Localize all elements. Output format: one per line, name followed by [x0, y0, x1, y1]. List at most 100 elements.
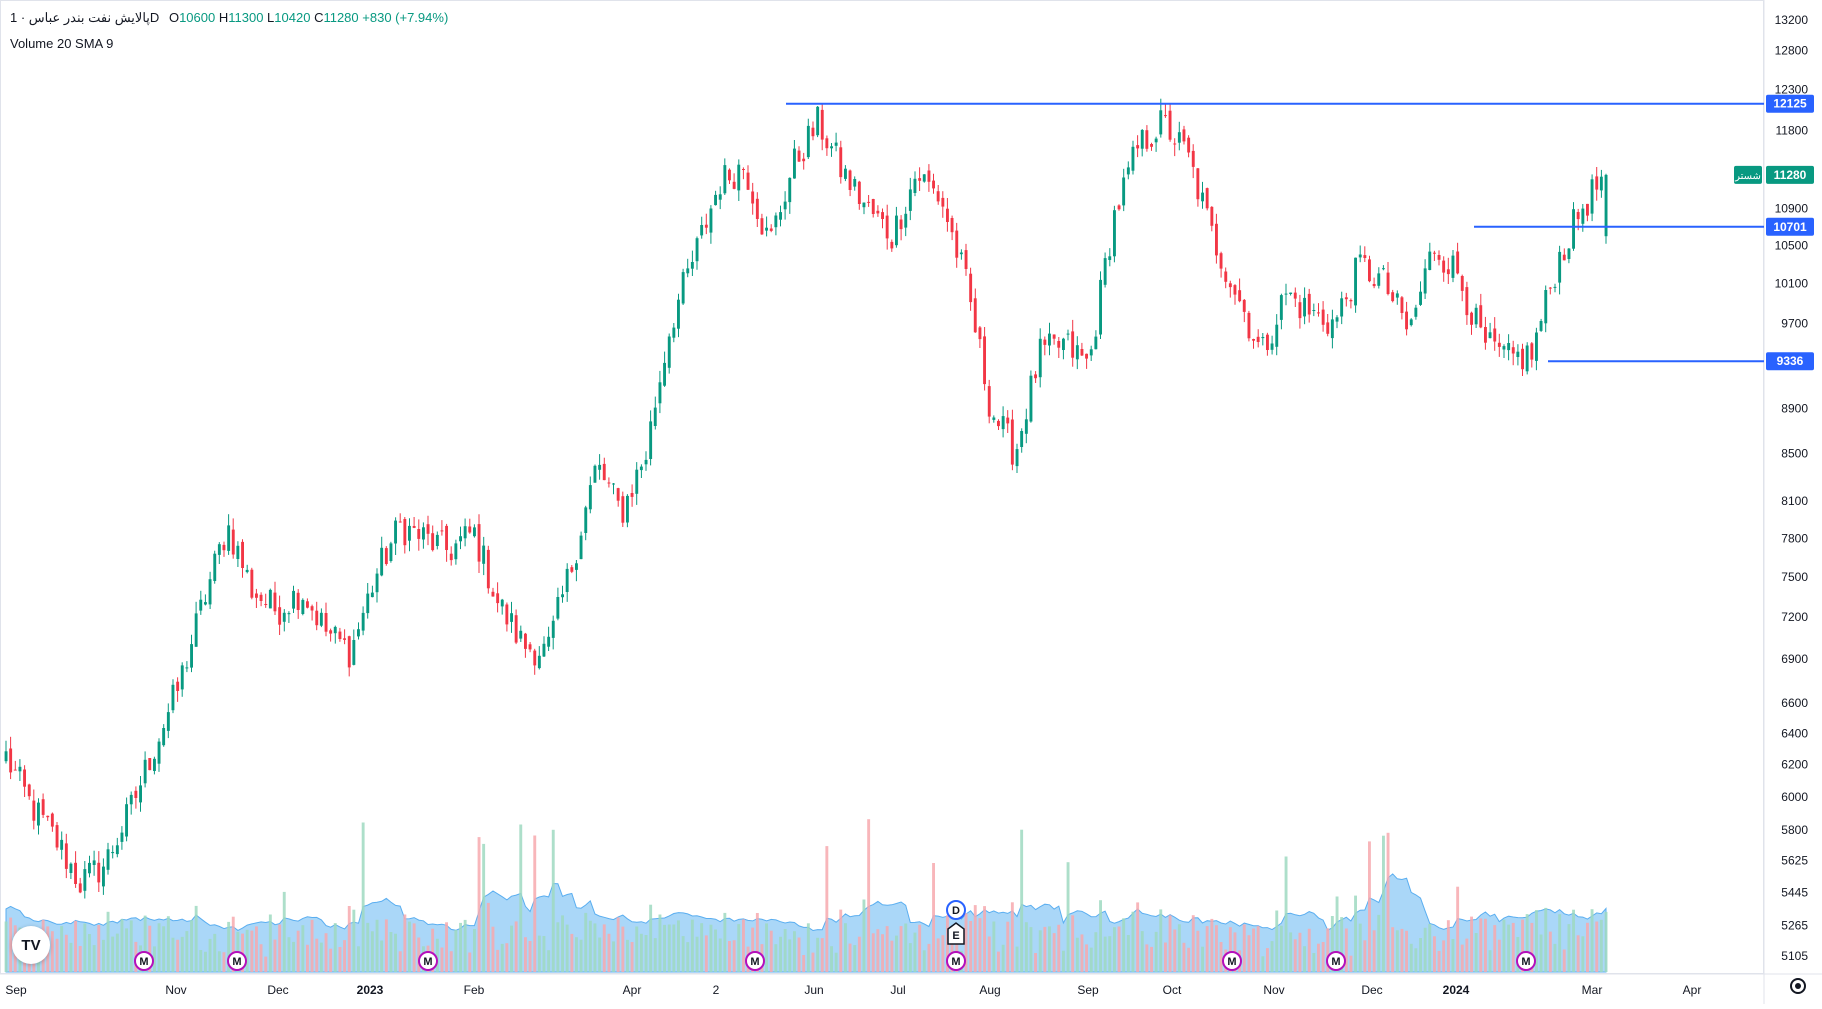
volume-bar [287, 937, 291, 972]
volume-legend[interactable]: Volume 20 SMA 9 [10, 36, 114, 51]
volume-bar [1029, 927, 1033, 972]
meeting-event-icon[interactable] [745, 951, 765, 971]
candle-body [1256, 336, 1260, 342]
candle-body [459, 536, 462, 542]
candle-body [231, 529, 235, 555]
volume-bar [1024, 922, 1028, 972]
volume-bar [1312, 953, 1316, 972]
candle-body [714, 194, 717, 206]
candle-body [129, 794, 133, 805]
candle-body [820, 109, 824, 140]
candle-body [1071, 331, 1075, 358]
meeting-event-icon[interactable] [1516, 951, 1536, 971]
candle-body [227, 525, 231, 551]
volume-bar [398, 951, 402, 972]
candle-body [1493, 328, 1497, 342]
tradingview-logo-icon[interactable]: TV [12, 926, 50, 964]
volume-bar [1247, 935, 1251, 972]
volume-bar [718, 938, 722, 972]
candle-body [139, 785, 142, 803]
candle-body [1038, 338, 1042, 378]
candle-body [742, 169, 745, 170]
candle-body [412, 526, 416, 528]
symbol-name[interactable]: پالایش نفت بندر عباس · 1D [10, 10, 160, 25]
volume-bar [913, 932, 917, 972]
meeting-event-icon[interactable] [227, 951, 247, 971]
meeting-event-icon[interactable] [946, 951, 966, 971]
y-tick-label: 5445 [1781, 885, 1808, 899]
volume-bar [83, 923, 87, 972]
volume-bar [932, 863, 935, 972]
volume-bar [862, 899, 866, 972]
y-tick-label: 12300 [1775, 83, 1809, 97]
symbol-legend[interactable]: پالایش نفت بندر عباس · 1D O10600 H11300 … [10, 10, 448, 26]
candle-body [885, 215, 889, 239]
volume-bar [663, 924, 666, 972]
candle-body [1164, 115, 1167, 117]
volume-bar [245, 929, 249, 972]
candle-body [1233, 285, 1237, 295]
candle-body [1391, 292, 1395, 302]
price-label-text: 9336 [1777, 354, 1804, 368]
volume-bar [166, 916, 170, 972]
volume-bar [1085, 944, 1088, 972]
candle-body [282, 612, 286, 622]
candle-body [936, 191, 940, 202]
meeting-event-icon[interactable] [418, 951, 438, 971]
candle-body [783, 201, 787, 210]
x-tick-label: Nov [165, 983, 186, 997]
candle-body [505, 604, 509, 625]
volume-bar [463, 919, 467, 972]
meeting-event-icon[interactable] [134, 951, 154, 971]
candle-body [1270, 343, 1274, 350]
last-price-label [1766, 165, 1814, 184]
volume-bar [1261, 956, 1265, 972]
x-tick-label: Apr [623, 983, 642, 997]
volume-bar [500, 943, 504, 972]
candle-body [881, 212, 884, 219]
candle-body [157, 741, 161, 764]
volume-bar [102, 939, 105, 972]
volume-bar [1117, 926, 1121, 972]
candle-body [621, 496, 625, 523]
candle-body [677, 299, 680, 329]
candle-body [1298, 302, 1302, 319]
candle-body [384, 548, 388, 564]
candle-body [1382, 268, 1385, 270]
meeting-event-icon[interactable] [1326, 951, 1346, 971]
candle-body [347, 636, 351, 668]
candle-body [18, 766, 22, 772]
volume-bar [1066, 862, 1070, 972]
volume-bar [1599, 919, 1603, 972]
candle-body [1521, 348, 1524, 370]
volume-bar [848, 943, 852, 972]
candle-body [723, 165, 727, 194]
earnings-event-icon[interactable] [947, 922, 965, 945]
candle-body [1456, 251, 1460, 274]
volume-bar [825, 846, 829, 972]
volume-bar [598, 937, 602, 972]
candle-body [681, 272, 685, 304]
candle-body [1433, 252, 1436, 254]
volume-bar [403, 914, 407, 972]
candle-body [598, 464, 602, 470]
volume-bar [788, 939, 792, 972]
candle-body [398, 521, 402, 523]
volume-bar [1530, 922, 1534, 972]
volume-bar [440, 947, 444, 972]
candle-body [1289, 292, 1293, 294]
candle-body [1136, 145, 1140, 149]
candle-body [964, 250, 968, 269]
y-tick-label: 11800 [1776, 123, 1809, 137]
candle-body [862, 202, 866, 208]
gear-icon[interactable] [1790, 978, 1806, 994]
volume-bar [1433, 936, 1436, 972]
volume-bar [565, 924, 569, 972]
dividend-event-icon[interactable] [946, 900, 966, 920]
meeting-event-icon[interactable] [1222, 951, 1242, 971]
volume-bar [890, 940, 894, 972]
volume-bar [50, 931, 54, 972]
candle-body [199, 599, 203, 611]
